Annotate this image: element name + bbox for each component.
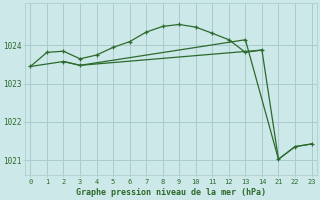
X-axis label: Graphe pression niveau de la mer (hPa): Graphe pression niveau de la mer (hPa) xyxy=(76,188,266,197)
